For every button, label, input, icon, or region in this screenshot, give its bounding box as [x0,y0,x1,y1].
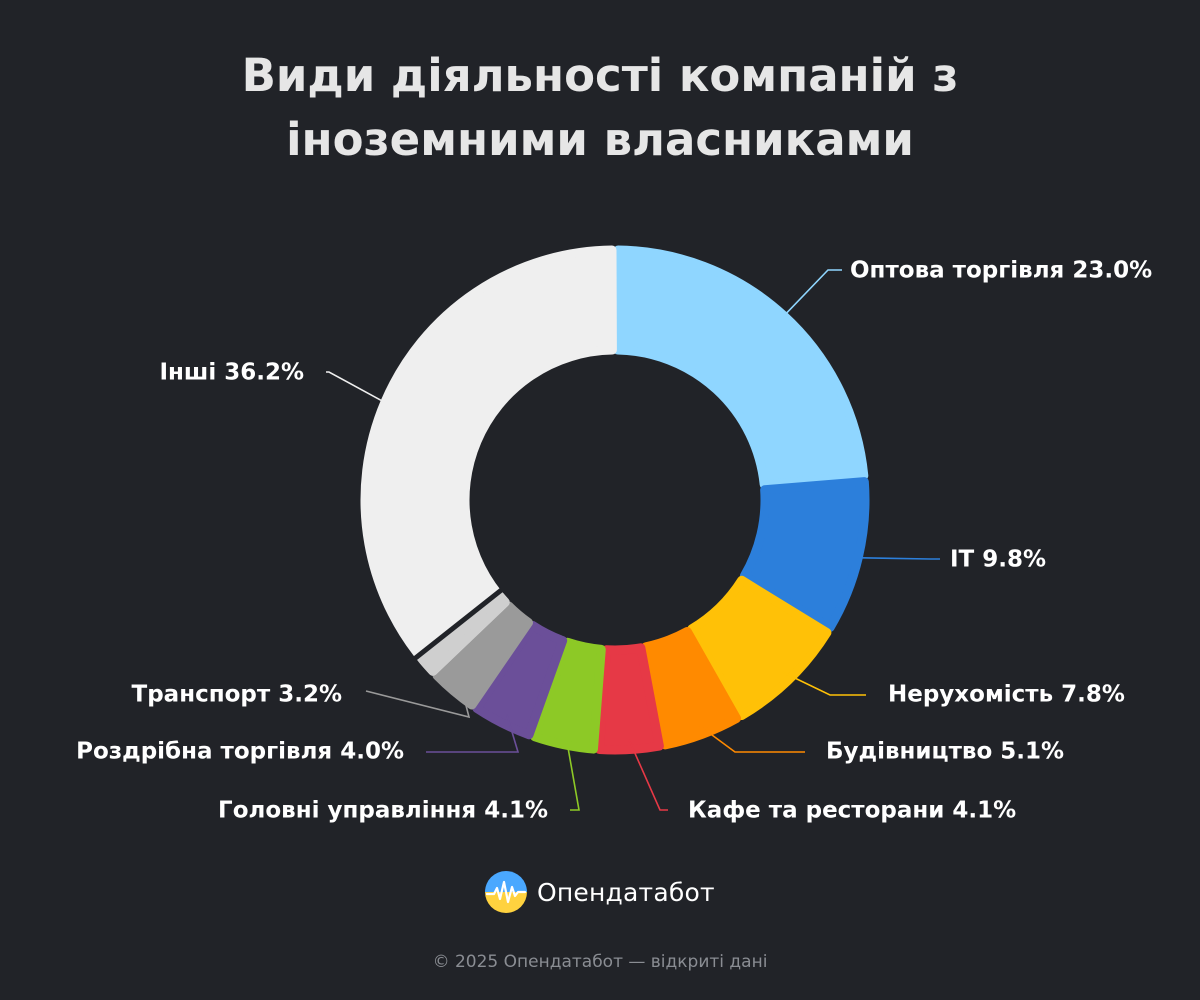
leader-line-7 [426,713,520,753]
donut-slice-8 [432,601,533,710]
donut-slices [360,245,870,755]
chart-title-line-2: іноземними власниками [286,113,914,166]
donut-slice-3 [687,575,832,720]
donut-slice-4 [641,626,742,750]
slice-label-1: Оптова торгівля 23.0% [850,258,1152,284]
slice-labels: Оптова торгівля 23.0% IT 9.8% Нерухомість … [76,258,1152,824]
leader-line-6 [564,734,580,811]
brand-name: Опендатабот [537,877,715,907]
donut-slice-7 [472,620,568,740]
leader-line-3 [782,671,866,696]
donut-slice-6 [530,637,606,754]
donut-slice-5 [594,643,664,755]
leader-line-9 [326,371,384,402]
slice-separator [411,586,506,663]
leader-line-5 [628,739,668,811]
slice-label-7: Роздрібна торгівля 4.0% [76,739,404,765]
label-leader-lines [326,269,940,811]
slice-label-6: Головні управління 4.1% [218,798,548,824]
slice-label-3: Нерухомість 7.8% [888,682,1125,708]
slice-label-8: Транспорт 3.2% [132,682,342,708]
leader-line-4 [697,724,805,753]
opendatabot-logo-icon [485,871,527,913]
donut-slice-1 [613,245,869,490]
leader-line-1 [785,269,842,315]
leader-line-2 [860,556,940,560]
slice-label-4: Будівництво 5.1% [826,739,1064,765]
leader-line-8 [365,683,471,719]
brand: Опендатабот [484,869,715,915]
chart-title-line-1: Види діяльності компаній з [241,49,959,102]
donut-slice-9 [360,245,617,676]
slice-label-9: Інші 36.2% [159,360,304,386]
footer-copyright: © 2025 Опендатабот — відкриті дані [432,952,768,972]
slice-label-2: IT 9.8% [950,547,1046,573]
chart-title: Види діяльності компаній з іноземними вл… [0,44,1200,172]
donut-slice-2 [739,477,870,633]
donut-slice-other-segment [417,591,510,676]
slice-label-5: Кафе та ресторани 4.1% [688,798,1016,824]
